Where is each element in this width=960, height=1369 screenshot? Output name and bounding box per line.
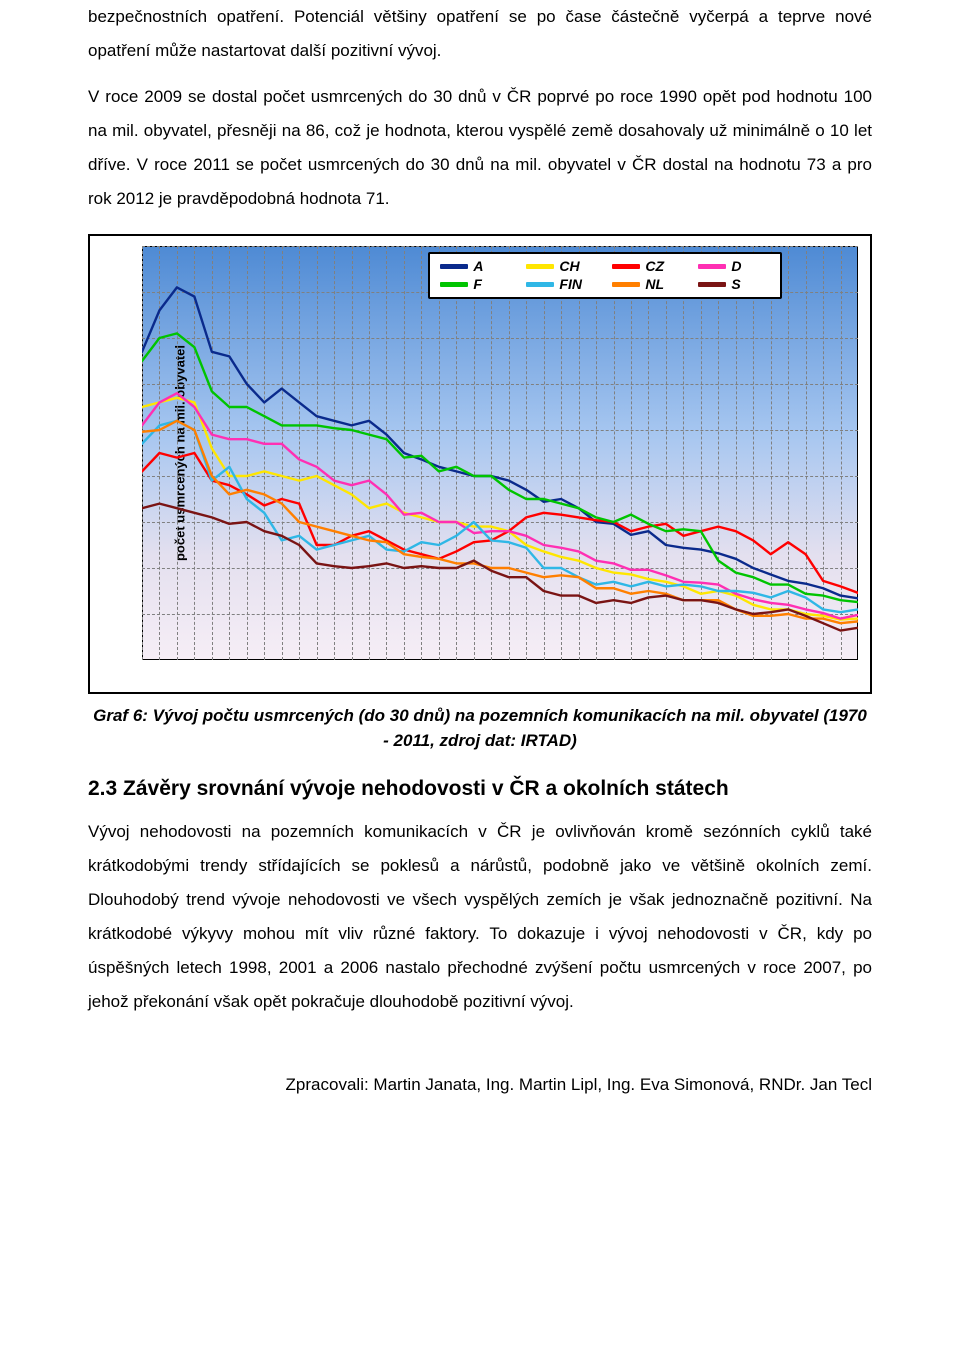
chart-legend-label: F — [473, 276, 482, 292]
chart-legend-label: A — [473, 258, 483, 274]
chart-container: počet usmrcených na mil. obyvatel 050100… — [88, 234, 872, 694]
chart-legend-item-NL: NL — [612, 276, 684, 292]
chart-legend-row: F FIN NL S — [440, 276, 770, 292]
chart-legend-swatch — [612, 282, 640, 287]
chart-series-D — [142, 393, 858, 618]
chart-legend-label: NL — [645, 276, 664, 292]
chart-legend-row: A CH CZ D — [440, 258, 770, 274]
chart-legend-swatch — [698, 282, 726, 287]
chart-plot-area: počet usmrcených na mil. obyvatel 050100… — [142, 246, 858, 660]
section-title: 2.3 Závěry srovnání vývoje nehodovosti v… — [88, 777, 872, 801]
paragraph-1: bezpečnostních opatření. Potenciál větši… — [88, 0, 872, 68]
chart: počet usmrcených na mil. obyvatel 050100… — [88, 234, 872, 694]
chart-legend-label: CH — [559, 258, 579, 274]
chart-legend-label: S — [731, 276, 740, 292]
paragraph-2: V roce 2009 se dostal počet usmrcených d… — [88, 80, 872, 216]
chart-legend-swatch — [698, 264, 726, 269]
chart-legend-label: FIN — [559, 276, 582, 292]
footer-authors: Zpracovali: Martin Janata, Ing. Martin L… — [88, 1075, 872, 1095]
chart-series-svg — [142, 246, 858, 660]
chart-legend-item-FIN: FIN — [526, 276, 598, 292]
chart-series-A — [142, 287, 858, 598]
page: bezpečnostních opatření. Potenciál větši… — [0, 0, 960, 1152]
chart-legend-item-CH: CH — [526, 258, 598, 274]
chart-series-CH — [142, 398, 858, 620]
chart-legend-item-A: A — [440, 258, 512, 274]
chart-series-FIN — [142, 421, 858, 612]
chart-legend-item-F: F — [440, 276, 512, 292]
chart-legend-swatch — [440, 282, 468, 287]
chart-legend-label: CZ — [645, 258, 664, 274]
chart-caption: Graf 6: Vývoj počtu usmrcených (do 30 dn… — [88, 704, 872, 753]
chart-series-F — [142, 333, 858, 602]
chart-legend-swatch — [526, 264, 554, 269]
chart-legend-item-CZ: CZ — [612, 258, 684, 274]
chart-legend: A CH CZ D F FIN NL S — [428, 252, 782, 299]
chart-legend-swatch — [612, 264, 640, 269]
chart-legend-label: D — [731, 258, 741, 274]
chart-legend-item-D: D — [698, 258, 770, 274]
chart-legend-swatch — [526, 282, 554, 287]
paragraph-3: Vývoj nehodovosti na pozemních komunikac… — [88, 815, 872, 1019]
chart-legend-swatch — [440, 264, 468, 269]
chart-legend-item-S: S — [698, 276, 770, 292]
